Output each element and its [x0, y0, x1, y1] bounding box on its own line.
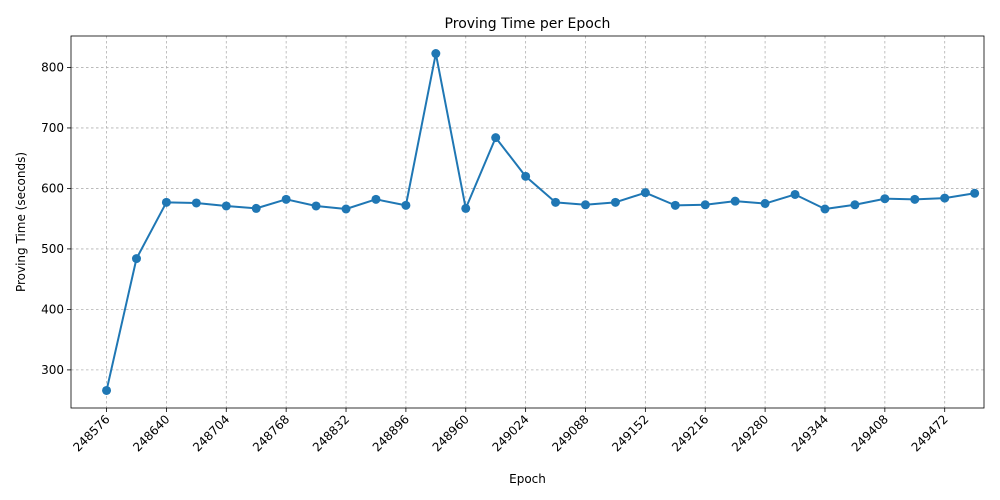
data-point [670, 200, 680, 210]
data-point [102, 385, 112, 395]
x-tick-label: 249408 [849, 412, 891, 454]
data-point [970, 188, 980, 198]
y-tick-label: 700 [41, 121, 64, 135]
x-tick-label: 248768 [250, 412, 292, 454]
data-point [461, 203, 471, 213]
x-tick-label: 249472 [909, 412, 951, 454]
x-tick-label: 249280 [729, 412, 771, 454]
data-point [880, 194, 890, 204]
y-tick-label: 300 [41, 363, 64, 377]
series-line [105, 52, 975, 391]
data-point [311, 201, 321, 211]
x-tick-label: 249344 [789, 412, 831, 454]
x-tick-label: 248960 [430, 412, 472, 454]
data-point [191, 198, 201, 208]
x-tick-label: 249152 [609, 412, 651, 454]
x-tick-label: 248896 [370, 412, 412, 454]
data-point [521, 171, 531, 181]
series-line-group [105, 52, 975, 391]
data-point [850, 200, 860, 210]
y-axis-label: Proving Time (seconds) [14, 152, 28, 292]
x-axis-label: Epoch [509, 472, 546, 486]
data-point [730, 196, 740, 206]
data-point [431, 49, 441, 59]
data-point [371, 194, 381, 204]
plot-frame [70, 35, 985, 409]
data-point [760, 199, 770, 209]
x-tick-label: 249216 [669, 412, 711, 454]
data-point [551, 197, 561, 207]
x-tick-label: 248576 [70, 412, 112, 454]
data-point [401, 200, 411, 210]
data-point [161, 197, 171, 207]
data-point [131, 254, 141, 264]
data-point [700, 200, 710, 210]
data-point [610, 197, 620, 207]
data-point [221, 201, 231, 211]
data-point [580, 200, 590, 210]
data-point [910, 194, 920, 204]
data-point [341, 204, 351, 214]
data-point [820, 204, 830, 214]
y-tick-label: 400 [41, 302, 64, 316]
y-tick-label: 600 [41, 181, 64, 195]
data-point [940, 193, 950, 203]
data-point [251, 203, 261, 213]
x-tick-label: 248832 [310, 412, 352, 454]
data-point [790, 189, 800, 199]
y-axis-ticks: 300 400 500 600 700 800 [41, 60, 71, 377]
y-tick-label: 800 [41, 60, 64, 74]
grid-lines [71, 36, 984, 408]
x-tick-label: 248704 [190, 412, 232, 454]
y-tick-label: 500 [41, 242, 64, 256]
x-tick-label: 249024 [489, 412, 531, 454]
data-point [640, 188, 650, 198]
x-axis-ticks: 248576 248640 248704 248768 248832 248896 2489… [70, 408, 951, 455]
x-tick-label: 248640 [130, 412, 172, 454]
x-tick-label: 249088 [549, 412, 591, 454]
data-point [281, 194, 291, 204]
chart-title: Proving Time per Epoch [445, 16, 611, 32]
data-point [491, 133, 501, 143]
data-points [102, 49, 980, 395]
